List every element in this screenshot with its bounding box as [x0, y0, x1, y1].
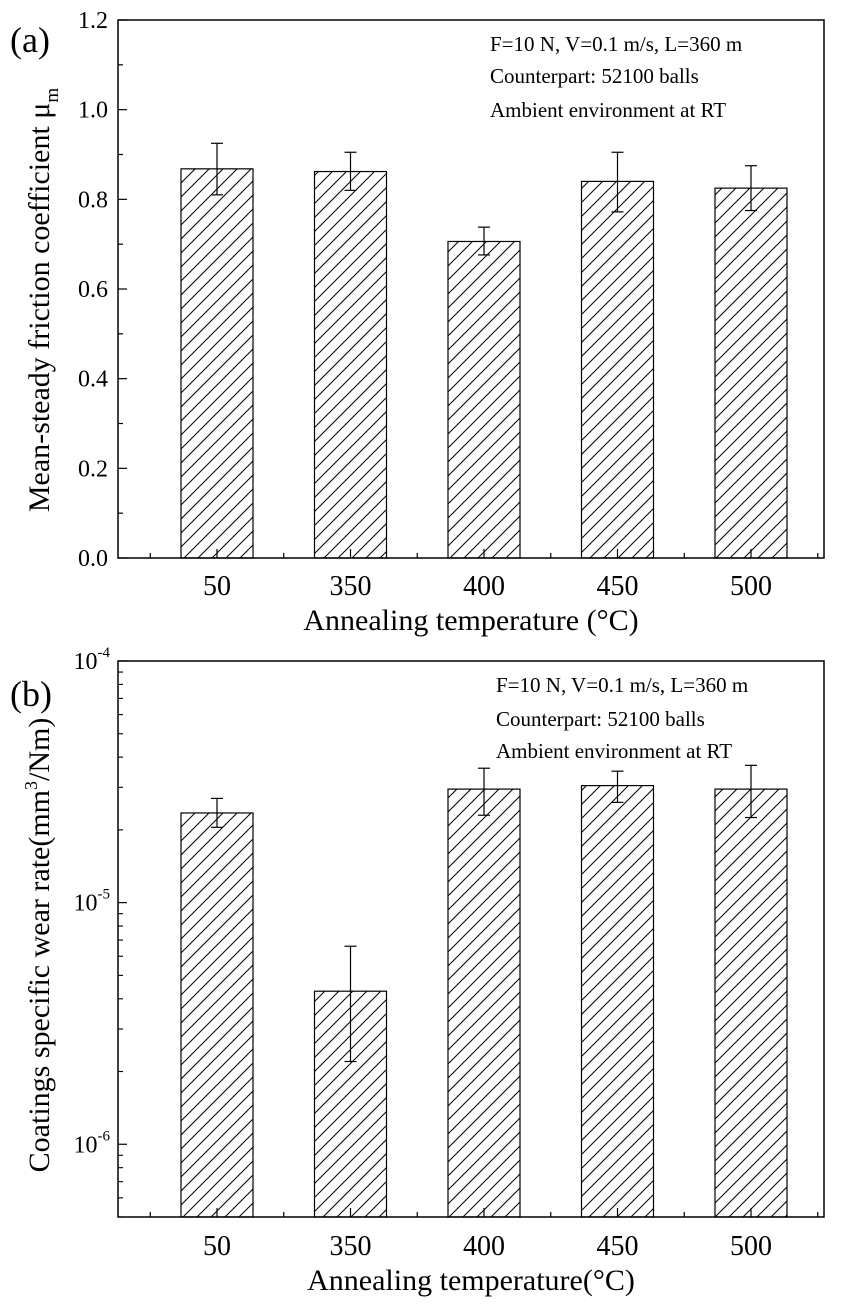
x-tick-label: 400 [463, 571, 505, 602]
x-tick-label: 350 [330, 1231, 372, 1262]
y-tick-label: 0.2 [78, 456, 108, 482]
x-tick-label: 450 [597, 1231, 639, 1262]
x-tick-label: 350 [330, 571, 372, 602]
panel-b-label: (b) [10, 674, 52, 714]
error-bar-50 [211, 797, 223, 828]
bar-350 [313, 170, 388, 559]
panel-b-errorbars [211, 764, 757, 1063]
error-bar-350 [344, 151, 357, 191]
y-tick-label: 10-6 [74, 1128, 111, 1158]
bar-400 [447, 240, 521, 559]
y-tick-label: 0.4 [78, 367, 108, 393]
panel-a-errorbars [211, 142, 757, 256]
error-bar-400 [478, 767, 490, 816]
bar-500 [714, 187, 788, 559]
error-bar-450 [611, 770, 624, 803]
panel-a-label: (a) [10, 20, 50, 60]
panel-b-x-axis-label: Annealing temperature(°C) [307, 1264, 635, 1297]
panel-b-y-ticks: 10-6 10-5 10-4 [74, 645, 127, 1218]
x-tick-label: 450 [597, 571, 639, 602]
x-tick-label: 500 [730, 1231, 772, 1262]
annotation-counterpart: Counterpart: 52100 balls [490, 64, 699, 88]
bar-50 [180, 168, 254, 559]
y-tick-label: 0.0 [78, 546, 108, 572]
y-tick-label: 0.6 [78, 277, 108, 303]
annotation-counterpart: Counterpart: 52100 balls [496, 707, 705, 731]
panel-b-y-axis-label: Coatings specific wear rate(mm3/Nm) [21, 718, 56, 1173]
annotation-environment: Ambient environment at RT [496, 739, 732, 763]
bar-450 [580, 785, 655, 1218]
panel-a-x-axis-label: Annealing temperature (°C) [303, 604, 638, 637]
y-tick-label: 10-5 [74, 887, 111, 917]
annotation-conditions: F=10 N, V=0.1 m/s, L=360 m [496, 673, 748, 697]
bar-500 [714, 788, 788, 1218]
error-bar-350 [344, 945, 357, 1063]
error-bar-400 [478, 226, 490, 256]
error-bar-50 [211, 142, 223, 196]
panel-a-annotations: F=10 N, V=0.1 m/s, L=360 m Counterpart: … [490, 32, 742, 122]
y-tick-label: 10-4 [74, 645, 111, 675]
bar-450 [580, 180, 655, 559]
annotation-environment: Ambient environment at RT [490, 98, 726, 122]
bar-50 [180, 812, 254, 1218]
annotation-conditions: F=10 N, V=0.1 m/s, L=360 m [490, 32, 742, 56]
panel-a-y-axis-label: Mean-steady friction coefficient μm [23, 88, 63, 513]
panel-b-plot-frame [117, 660, 825, 1218]
panel-b: (b) 10-6 10-5 10-4 50 350 400 450 500 F=10 N, … [10, 645, 825, 1297]
x-tick-label: 50 [203, 571, 231, 602]
bar-400 [447, 788, 521, 1218]
y-tick-label: 1.0 [78, 98, 108, 124]
x-tick-label: 50 [203, 1231, 231, 1262]
error-bar-500 [745, 165, 757, 212]
panel-b-annotations: F=10 N, V=0.1 m/s, L=360 m Counterpart: … [496, 673, 748, 763]
panel-a-x-ticks: 50 350 400 450 500 [149, 549, 819, 602]
error-bar-500 [745, 764, 757, 819]
panel-a-y-ticks: 0.0 0.2 0.4 0.6 0.8 1.0 1.2 [78, 8, 127, 572]
x-tick-label: 500 [730, 571, 772, 602]
panel-b-x-ticks: 50 350 400 450 500 [149, 1208, 819, 1262]
panel-a: (a) 0.0 0.2 0.4 0.6 0.8 1.0 1.2 50 350 400 450 500… [10, 8, 825, 637]
y-tick-label: 0.8 [78, 187, 108, 213]
y-tick-label: 1.2 [78, 8, 108, 34]
panel-b-bars [180, 785, 788, 1218]
x-tick-label: 400 [463, 1231, 505, 1262]
error-bar-450 [611, 151, 624, 213]
